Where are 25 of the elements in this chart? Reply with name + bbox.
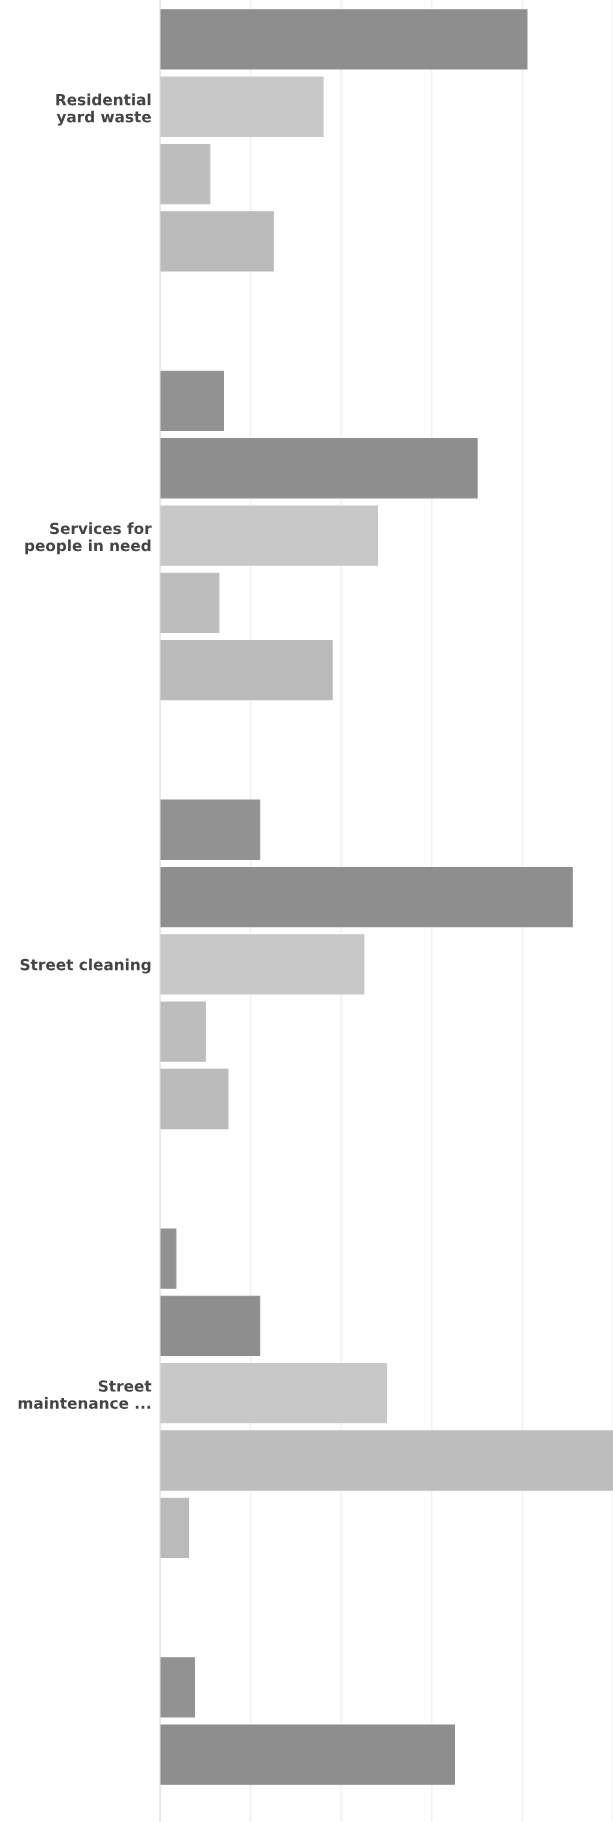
bar <box>160 9 528 70</box>
bar <box>160 1724 456 1785</box>
bar <box>160 1363 388 1424</box>
y-tick-label: Street maintenance ... <box>18 1380 152 1409</box>
bar <box>160 934 365 995</box>
y-tick-label: Residential yard waste <box>56 93 151 126</box>
bar <box>160 572 220 634</box>
bar <box>160 1001 206 1062</box>
bar <box>160 799 261 860</box>
bar <box>160 505 378 566</box>
y-tick-label: Street cleaning <box>20 958 151 974</box>
bar <box>160 438 478 499</box>
bar <box>160 1295 261 1357</box>
bar <box>160 1068 229 1130</box>
bar <box>160 370 224 432</box>
bar <box>160 866 573 928</box>
bar <box>160 211 274 272</box>
bar <box>160 76 324 137</box>
bar <box>160 1430 613 1491</box>
bar <box>160 1657 195 1718</box>
bar <box>160 640 333 701</box>
bar <box>160 143 211 205</box>
bar <box>160 1497 190 1558</box>
y-tick-label: Services for people in need <box>25 522 152 555</box>
bar <box>160 1228 177 1289</box>
